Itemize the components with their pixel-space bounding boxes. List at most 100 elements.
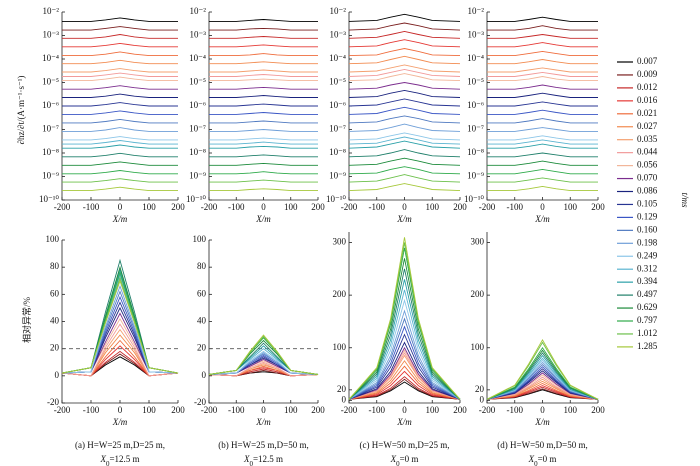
x-tick-label: -100 (83, 202, 100, 212)
series-line (348, 140, 461, 149)
series-line (62, 42, 178, 48)
y-tick-label: 10⁻³ (330, 30, 347, 40)
y-tick-label: 40 (50, 316, 60, 326)
series-line (348, 298, 461, 400)
y-axis-label: ∂hz/∂t/(A·m⁻¹·s⁻¹) (16, 76, 26, 145)
y-tick-label: 10⁻⁶ (329, 100, 346, 110)
series-line (209, 53, 318, 57)
y-tick-label: 10⁻⁹ (189, 171, 206, 181)
series-line (486, 368, 599, 400)
y-tick-label: 100 (193, 234, 207, 244)
x-tick-label: 0 (261, 405, 266, 415)
series-line (62, 76, 178, 82)
series-line (62, 127, 178, 132)
x-tick-label: 100 (426, 202, 440, 212)
series-line (209, 188, 318, 192)
series-line (486, 370, 599, 400)
x-tick-label: 0 (261, 202, 266, 212)
y-tick-label: 10⁻⁴ (467, 53, 484, 63)
caption-part: X (528, 454, 535, 464)
caption-line: (a) H=W=25 m,D=25 m, (75, 440, 165, 450)
caption-part: X (99, 454, 106, 464)
series-line (62, 72, 178, 77)
axis-line (208, 240, 318, 404)
series-line (62, 51, 178, 57)
y-tick-label: 10⁻⁹ (42, 171, 59, 181)
series-line (348, 123, 461, 132)
series-line (348, 365, 461, 400)
y-tick-label: 60 (50, 288, 60, 298)
series-line (208, 342, 319, 375)
series-line (348, 115, 461, 124)
x-axis-label: X/m (396, 417, 412, 427)
series-line (209, 44, 318, 48)
series-line (487, 118, 598, 124)
series-line (61, 279, 179, 374)
legend-label: 1.285 (637, 341, 658, 351)
legend-label: 0.007 (637, 56, 658, 66)
y-tick-label: 200 (333, 289, 347, 299)
y-tick-label: 60 (197, 288, 207, 298)
series-line (348, 309, 461, 400)
caption-line: (b) H=W=25 m,D=50 m, (218, 440, 308, 450)
series-line (487, 127, 598, 132)
series-line (61, 356, 179, 377)
y-tick-label: 10⁻⁸ (329, 147, 346, 157)
legend-label: 0.012 (637, 82, 657, 92)
caption-part: 0 (396, 460, 400, 466)
series-line (348, 82, 461, 90)
series-line (348, 242, 461, 400)
legend-label: 0.129 (637, 211, 658, 221)
series-line (62, 152, 178, 158)
x-tick-label: 100 (142, 405, 156, 415)
series-line (348, 157, 461, 166)
y-tick-label: 10⁻⁷ (329, 124, 346, 134)
legend-title: t/ms (680, 192, 690, 208)
y-tick-label: 0 (202, 370, 207, 380)
x-tick-label: 200 (171, 202, 185, 212)
series-line (348, 106, 461, 115)
y-tick-label: 80 (50, 261, 60, 271)
series-line (209, 137, 318, 141)
series-line (348, 268, 461, 400)
series-line (487, 50, 598, 57)
series-line (61, 279, 179, 374)
y-tick-label: 10⁻⁴ (189, 53, 206, 63)
series-line (348, 354, 461, 400)
series-line (348, 317, 461, 400)
y-tick-label: 10⁻⁶ (467, 100, 484, 110)
series-line (348, 174, 461, 183)
y-tick-label: 10⁻¹⁰ (326, 194, 346, 204)
y-tick-label: 10⁻³ (190, 30, 207, 40)
series-line (62, 17, 178, 22)
series-line (348, 349, 461, 400)
series-line (348, 352, 461, 400)
x-tick-label: 0 (118, 202, 123, 212)
series-line (486, 363, 599, 400)
series-line (486, 346, 599, 400)
legend-label: 0.629 (637, 302, 658, 312)
x-tick-label: 0 (118, 405, 123, 415)
y-tick-label: 300 (471, 237, 485, 247)
x-tick-label: -100 (369, 405, 386, 415)
series-line (62, 68, 178, 73)
series-line (62, 140, 178, 145)
series-line (348, 39, 461, 48)
series-line (61, 312, 179, 374)
y-tick-label: 10⁻¹⁰ (186, 194, 206, 204)
y-tick-label: 10⁻⁵ (189, 77, 206, 87)
series-line (486, 385, 599, 400)
series-line (487, 109, 598, 115)
y-tick-label: 10⁻⁷ (42, 124, 59, 134)
y-tick-label: 10⁻⁷ (189, 124, 206, 134)
x-tick-label: -200 (341, 202, 358, 212)
y-tick-label: 20 (337, 384, 347, 394)
series-line (487, 152, 598, 158)
series-line (348, 346, 461, 400)
series-line (209, 171, 318, 175)
series-line (62, 178, 178, 183)
x-tick-label: 100 (564, 202, 578, 212)
y-tick-label: 10⁻⁵ (329, 77, 346, 87)
y-tick-label: 10⁻³ (468, 30, 485, 40)
series-line (487, 177, 598, 183)
